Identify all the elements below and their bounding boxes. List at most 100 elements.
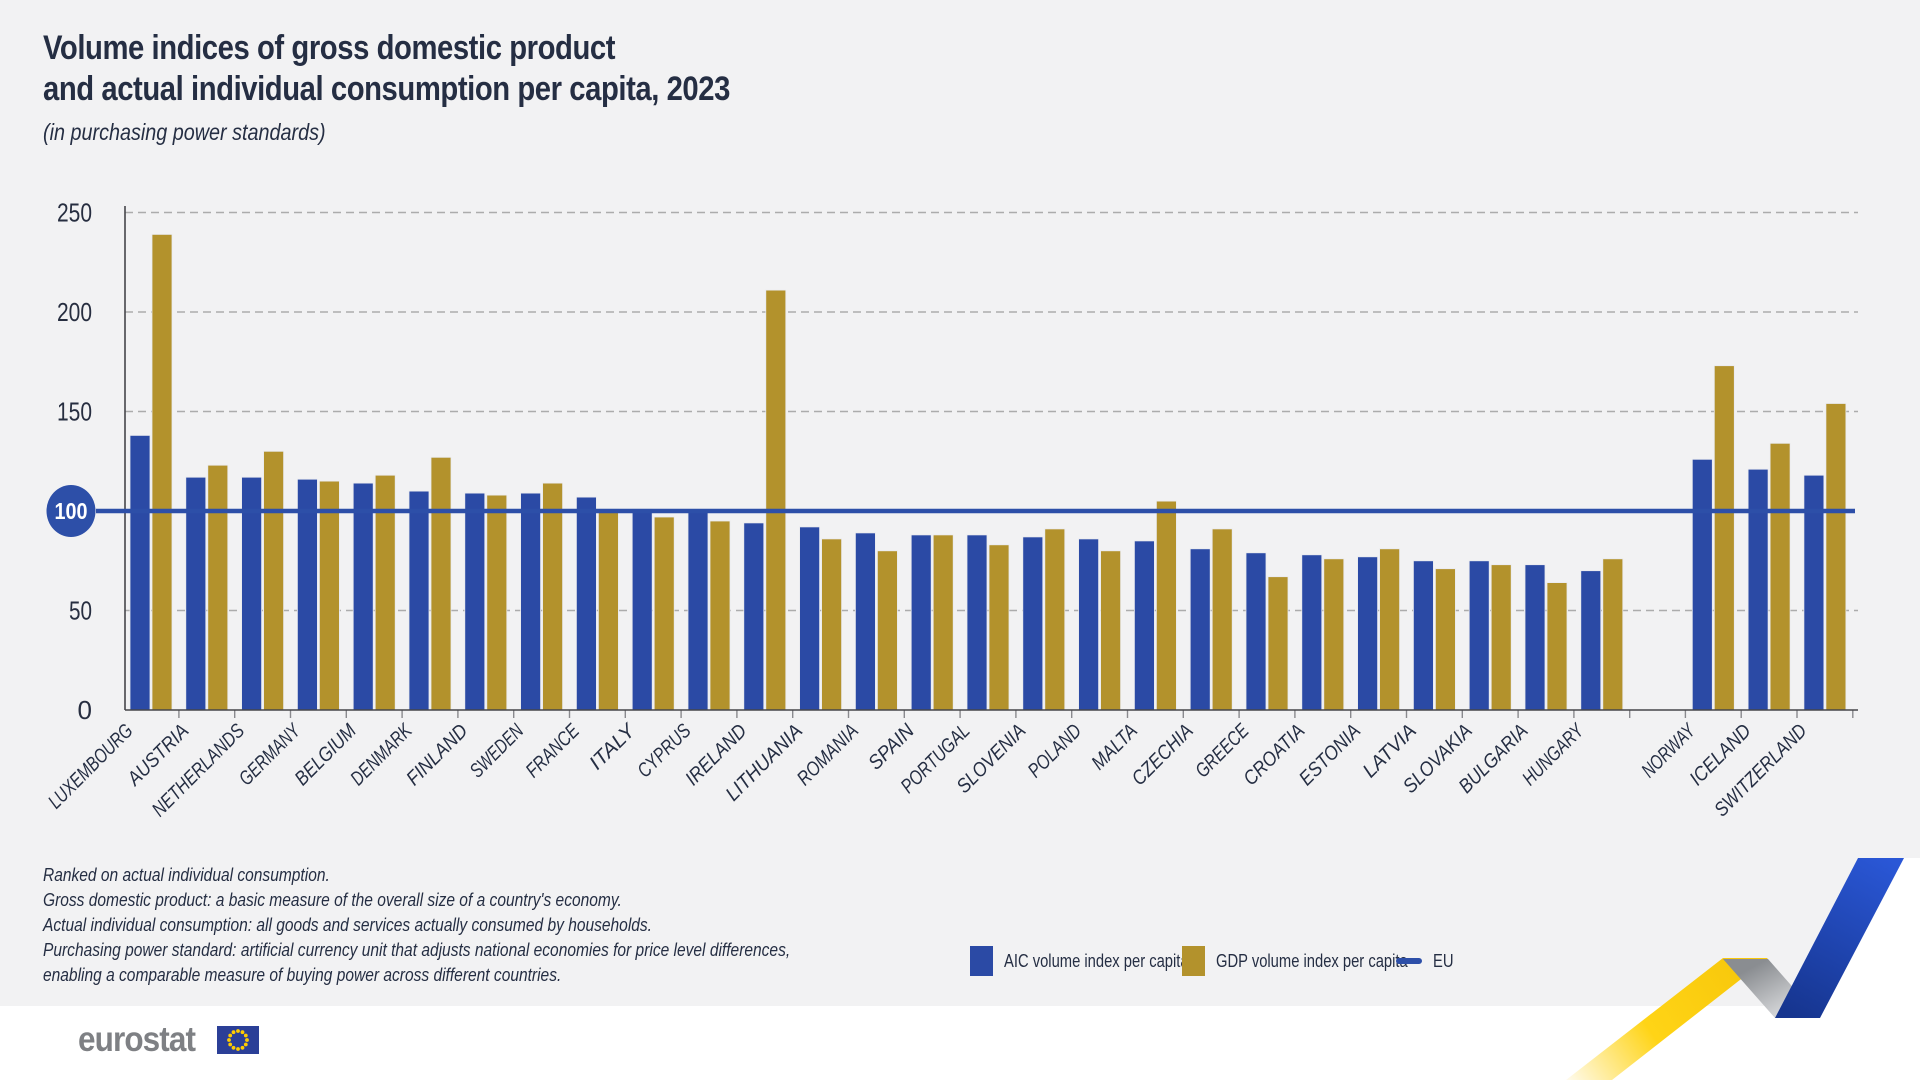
footnote-line: Actual individual consumption: all goods… [43, 914, 653, 935]
chart-title-line1: Volume indices of gross domestic product [43, 29, 616, 67]
x-label-MALTA: MALTA [1087, 720, 1141, 774]
bar-aic-PORTUGAL [966, 534, 988, 711]
flag-star [243, 1033, 248, 1038]
bar-gdp-FRANCE [598, 508, 619, 711]
bar-gdp-AUSTRIA [207, 464, 229, 711]
bar-gdp-BULGARIA [1546, 582, 1568, 711]
bar-aic-GERMANY [296, 478, 318, 711]
flag-star [245, 1038, 249, 1042]
legend-item-gdp: GDP volume index per capita [1182, 944, 1450, 978]
bar-aic-CYPRUS [687, 510, 709, 711]
bar-aic-SLOVENIA [1022, 536, 1044, 711]
legend-item-eu: EU [1396, 944, 1458, 978]
y-axis-label-250: 250 [57, 198, 92, 228]
bar-aic-LUXEMBOURG [129, 434, 151, 711]
bar-aic-MALTA [1134, 540, 1155, 711]
bar-aic-FRANCE [576, 496, 597, 711]
bar-gdp-CROATIA [1323, 558, 1345, 711]
x-label-POLAND: POLAND [1024, 720, 1086, 782]
legend-label-aic: AIC volume index per capita [1004, 950, 1189, 971]
eu-100-badge [46, 485, 96, 537]
legend-item-aic: AIC volume index per capita [970, 944, 1229, 978]
x-label-CZECHIA: CZECHIA [1128, 720, 1198, 790]
bar-aic-FINLAND [464, 492, 486, 711]
flag-star [236, 1029, 240, 1033]
x-label-SWEDEN: SWEDEN [466, 720, 529, 783]
bar-gdp-LITHUANIA [821, 538, 842, 711]
bar-gdp-LUXEMBOURG [151, 233, 173, 711]
ribbon-yellow-band [1566, 958, 1768, 1080]
x-label-FINLAND: FINLAND [402, 720, 472, 790]
eu-flag-icon [217, 1026, 260, 1054]
bar-gdp-CZECHIA [1211, 528, 1233, 711]
bar-gdp-ESTONIA [1379, 548, 1400, 711]
legend-label-eu: EU [1433, 950, 1454, 971]
flag-star [228, 1042, 233, 1047]
ribbon-blue-band [1775, 858, 1904, 1018]
bar-aic-ITALY [631, 508, 653, 711]
bar-gdp-NORWAY [1713, 365, 1735, 711]
bar-gdp-GERMANY [318, 480, 340, 711]
legend-label-gdp: GDP volume index per capita [1216, 950, 1408, 971]
footnotes: Ranked on actual individual consumption.… [43, 862, 790, 987]
bar-aic-BELGIUM [352, 482, 374, 711]
bar-gdp-LATVIA [1435, 568, 1456, 711]
eurostat-logo: eurostat [78, 1020, 260, 1060]
legend-swatch-aic [970, 946, 993, 976]
legend-swatch-gdp [1182, 946, 1205, 976]
footnote-line: enabling a comparable measure of buying … [43, 964, 562, 985]
bar-gdp-SLOVENIA [1044, 528, 1066, 711]
chart-subtitle: (in purchasing power standards) [43, 119, 326, 145]
flag-star [231, 1045, 236, 1050]
y-axis-label-0: 0 [78, 695, 92, 725]
bar-aic-BULGARIA [1524, 564, 1546, 711]
bar-aic-HUNGARY [1580, 570, 1602, 711]
bar-gdp-FINLAND [486, 494, 508, 711]
bar-gdp-IRELAND [765, 289, 787, 711]
bar-gdp-ROMANIA [877, 550, 898, 711]
footnote-line: Gross domestic product: a basic measure … [43, 889, 622, 910]
bar-gdp-SPAIN [932, 534, 954, 711]
bar-aic-POLAND [1078, 538, 1099, 711]
x-label-FRANCE: FRANCE [522, 720, 585, 783]
footnote-line: Ranked on actual individual consumption. [43, 864, 330, 885]
bar-aic-ICELAND [1747, 468, 1769, 711]
bar-aic-ROMANIA [855, 532, 876, 711]
bar-aic-SLOVAKIA [1468, 560, 1490, 711]
x-label-ROMANIA: ROMANIA [793, 720, 863, 790]
bar-aic-LITHUANIA [799, 526, 820, 711]
flag-star [236, 1047, 240, 1051]
bar-aic-SPAIN [910, 534, 932, 711]
y-axis-label-200: 200 [57, 297, 92, 327]
eu-100-badge-label: 100 [55, 498, 88, 524]
flag-star [227, 1038, 231, 1042]
bar-gdp-MALTA [1156, 500, 1177, 711]
bottom-white-band [0, 858, 1920, 1080]
bar-aic-SWEDEN [520, 492, 541, 711]
y-axis-label-50: 50 [69, 596, 92, 626]
bar-aic-LATVIA [1413, 560, 1434, 711]
bar-gdp-PORTUGAL [988, 544, 1010, 711]
eurostat-logo-text: eurostat [78, 1020, 196, 1059]
bar-gdp-CYPRUS [709, 520, 731, 711]
bar-aic-NORWAY [1691, 458, 1713, 711]
bar-aic-ESTONIA [1357, 556, 1378, 711]
x-label-SPAIN: SPAIN [864, 720, 919, 775]
flag-star [231, 1030, 236, 1035]
bar-gdp-SWITZERLAND [1825, 403, 1847, 711]
chart-title-line2: and actual individual consumption per ca… [43, 70, 730, 108]
bar-gdp-POLAND [1100, 550, 1121, 711]
bar-gdp-DENMARK [430, 456, 452, 711]
flag-star [228, 1033, 233, 1038]
footnote-line: Purchasing power standard: artificial cu… [43, 939, 791, 960]
bar-gdp-HUNGARY [1602, 558, 1624, 711]
bar-gdp-NETHERLANDS [263, 450, 285, 711]
bar-aic-CZECHIA [1189, 548, 1211, 711]
bar-gdp-ITALY [653, 516, 675, 711]
bar-gdp-SLOVAKIA [1490, 564, 1512, 711]
flag-star [240, 1030, 245, 1035]
bar-gdp-SWEDEN [542, 482, 563, 711]
bar-aic-GREECE [1245, 552, 1267, 711]
bar-aic-IRELAND [743, 522, 765, 711]
